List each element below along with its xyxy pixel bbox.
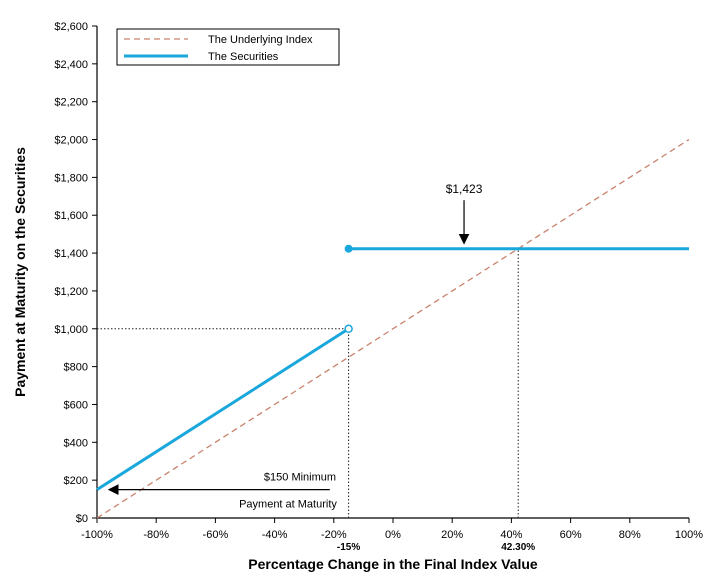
legend: The Underlying Index The Securities bbox=[116, 28, 340, 66]
y-tick-label: $2,200 bbox=[54, 97, 88, 109]
y-tick-label: $1,600 bbox=[54, 210, 88, 222]
y-axis-title: Payment at Maturity on the Securities bbox=[12, 147, 28, 397]
y-tick-label: $1,200 bbox=[54, 286, 88, 298]
x-tick-label: -60% bbox=[203, 529, 229, 541]
legend-box bbox=[116, 28, 340, 66]
x-tick-label: -80% bbox=[143, 529, 169, 541]
y-tick-label: $1,400 bbox=[54, 248, 88, 260]
y-tick-label: $1,800 bbox=[54, 172, 88, 184]
x-marker-label: -15% bbox=[337, 542, 360, 553]
filled-endpoint-marker bbox=[344, 244, 353, 253]
x-axis-title: Percentage Change in the Final Index Val… bbox=[248, 556, 538, 572]
x-tick-label: -100% bbox=[81, 529, 113, 541]
x-marker-label: 42.30% bbox=[501, 542, 535, 553]
x-tick-label: 20% bbox=[441, 529, 463, 541]
y-tick-label: $400 bbox=[64, 437, 88, 449]
x-tick-label: 80% bbox=[619, 529, 641, 541]
minimum-annotation-line-1: $150 Minimum bbox=[264, 472, 336, 484]
axes: $0 $200 $400 $600 $800 $1,000 $1,200 $1,400 $1,6… bbox=[54, 21, 703, 541]
minimum-annotation-line-2: Payment at Maturity bbox=[239, 499, 337, 511]
y-tick-label: $2,600 bbox=[54, 21, 88, 33]
y-tick-label: $0 bbox=[76, 513, 88, 525]
open-endpoint-marker bbox=[344, 324, 353, 334]
x-tick-label: -40% bbox=[262, 529, 288, 541]
reference-lines bbox=[97, 248, 519, 518]
x-tick-label: 100% bbox=[675, 529, 703, 541]
y-tick-label: $800 bbox=[64, 362, 88, 374]
y-tick-label: $1,000 bbox=[54, 324, 88, 336]
index-line bbox=[96, 138, 690, 519]
y-tick-label: $600 bbox=[64, 399, 88, 411]
cap-annotation-label: $1,423 bbox=[446, 182, 483, 196]
x-tick-label: 60% bbox=[560, 529, 582, 541]
securities-segment bbox=[96, 327, 350, 491]
series-layer bbox=[96, 138, 690, 519]
y-tick-label: $2,400 bbox=[54, 59, 88, 71]
legend-label: The Securities bbox=[208, 51, 279, 63]
legend-label: The Underlying Index bbox=[208, 34, 313, 46]
y-tick-label: $2,000 bbox=[54, 135, 88, 147]
x-tick-label: -20% bbox=[321, 529, 347, 541]
x-tick-label: 0% bbox=[385, 529, 401, 541]
annotations: $1,423 $150 Minimum Payment at Maturity -15… bbox=[107, 182, 535, 553]
x-tick-label: 40% bbox=[500, 529, 522, 541]
y-tick-label: $200 bbox=[64, 475, 88, 487]
